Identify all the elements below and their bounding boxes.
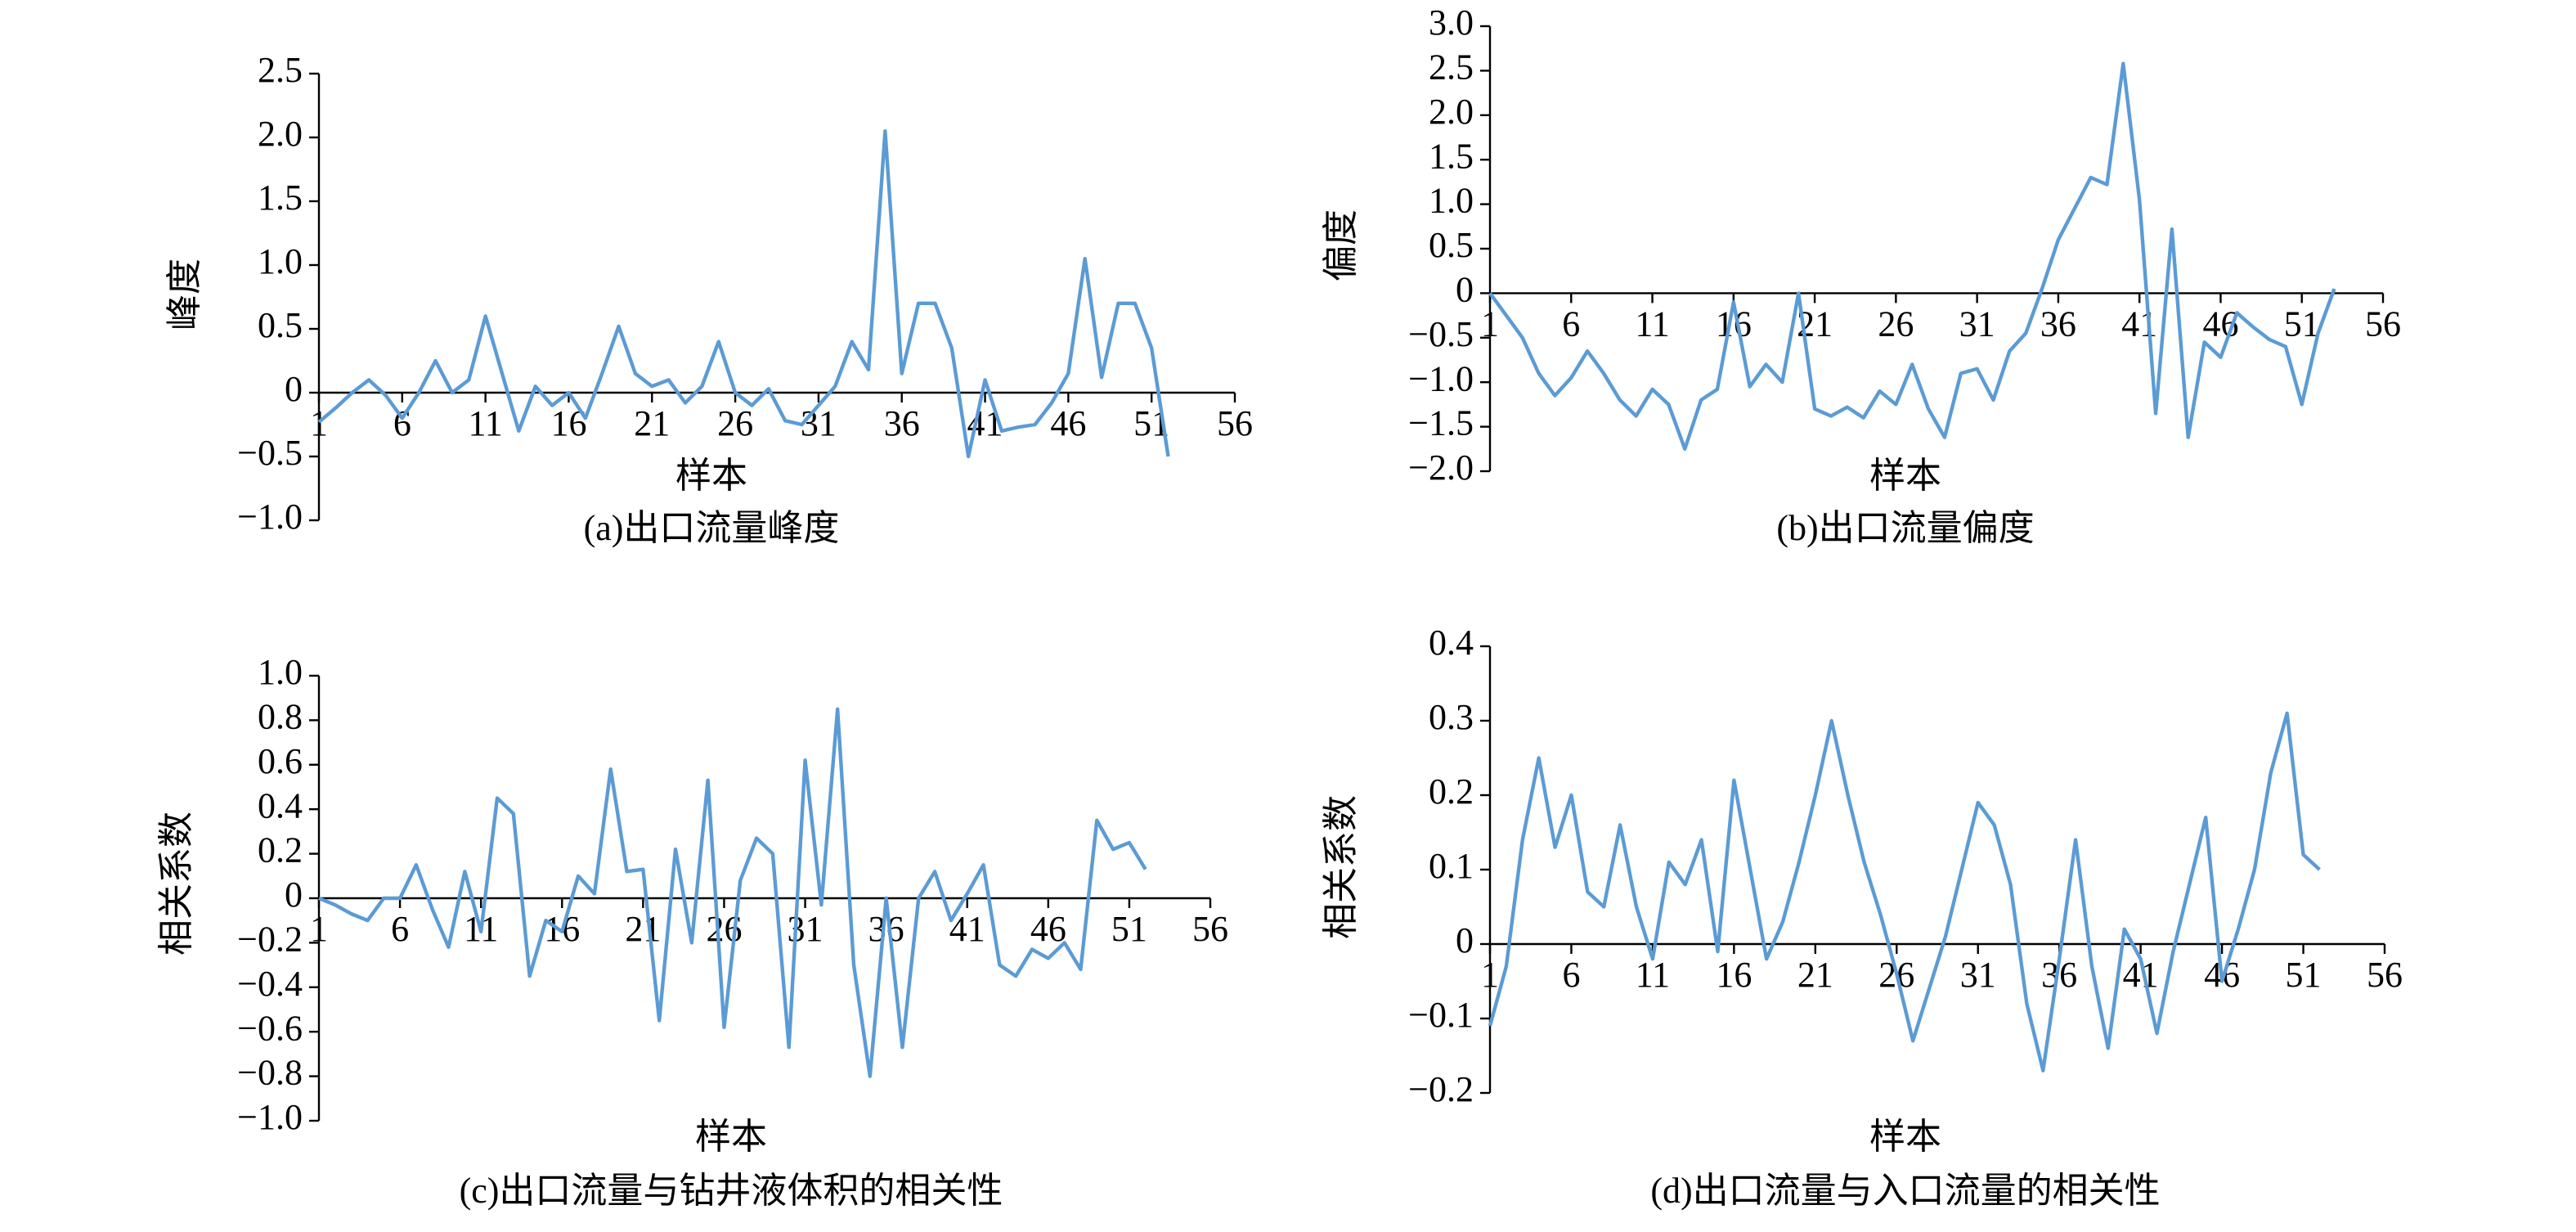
y-tick-label: 3.0 xyxy=(1429,2,1474,43)
panel-caption: (c)出口流量与钻井液体积的相关性 xyxy=(460,1171,1003,1211)
x-tick-label: 46 xyxy=(1030,909,1066,949)
x-tick-label: 36 xyxy=(884,403,920,443)
y-tick-label: 0.5 xyxy=(258,305,303,345)
x-tick-label: 56 xyxy=(1192,909,1228,949)
y-axis-label: 相关系数 xyxy=(1321,795,1361,939)
x-tick-label: 46 xyxy=(1050,403,1086,443)
x-tick-label: 11 xyxy=(1636,955,1670,995)
y-tick-label: 0 xyxy=(1456,269,1474,309)
x-tick-label: 51 xyxy=(2284,304,2320,344)
y-tick-label: 0.6 xyxy=(258,741,303,781)
x-tick-label: 11 xyxy=(468,403,502,443)
x-tick-label: 21 xyxy=(625,909,661,949)
x-tick-label: 11 xyxy=(1635,304,1669,344)
panel-caption: (d)出口流量与入口流量的相关性 xyxy=(1650,1171,2160,1211)
y-tick-label: 0 xyxy=(285,369,303,409)
x-tick-label: 21 xyxy=(1797,955,1833,995)
x-axis-label: 样本 xyxy=(695,1117,767,1157)
x-tick-label: 26 xyxy=(1878,304,1914,344)
y-tick-label: 0.1 xyxy=(1429,846,1474,886)
x-tick-label: 1 xyxy=(1481,955,1499,995)
x-tick-label: 56 xyxy=(2367,955,2403,995)
y-tick-label: 1.0 xyxy=(1429,181,1474,221)
x-tick-label: 6 xyxy=(1562,955,1580,995)
y-tick-label: 0.3 xyxy=(1429,697,1474,737)
y-tick-label: −0.2 xyxy=(1408,1069,1474,1109)
x-tick-label: 31 xyxy=(788,909,824,949)
x-axis-label: 样本 xyxy=(675,456,747,496)
x-tick-label: 31 xyxy=(1959,304,1995,344)
y-tick-label: 0.2 xyxy=(1429,771,1474,812)
x-tick-label: 56 xyxy=(2365,304,2401,344)
x-tick-label: 6 xyxy=(1562,304,1580,344)
x-tick-label: 31 xyxy=(1960,955,1996,995)
y-tick-label: −0.5 xyxy=(1408,314,1474,354)
y-tick-label: 1.0 xyxy=(258,241,303,281)
x-tick-label: 1 xyxy=(310,909,328,949)
x-tick-label: 1 xyxy=(310,403,328,443)
y-tick-label: 0.4 xyxy=(258,785,303,825)
y-tick-label: −0.1 xyxy=(1408,995,1474,1035)
y-tick-label: 0.4 xyxy=(1429,623,1474,663)
y-tick-label: −2.0 xyxy=(1408,447,1474,488)
y-tick-label: 2.0 xyxy=(258,114,303,154)
y-tick-label: 2.0 xyxy=(1429,92,1474,132)
x-tick-label: 31 xyxy=(801,403,837,443)
x-tick-label: 51 xyxy=(2286,955,2322,995)
x-tick-label: 56 xyxy=(1217,403,1253,443)
data-line xyxy=(1488,61,2336,451)
data-line xyxy=(1488,711,2321,1072)
x-tick-label: 1 xyxy=(1481,304,1499,344)
y-tick-label: 1.0 xyxy=(258,652,303,692)
x-tick-label: 41 xyxy=(2121,304,2157,344)
y-tick-label: 0 xyxy=(1456,920,1474,960)
y-tick-label: 2.5 xyxy=(1429,47,1474,87)
x-axis-label: 样本 xyxy=(1869,1117,1941,1157)
x-tick-label: 16 xyxy=(1716,955,1752,995)
x-tick-label: 21 xyxy=(634,403,670,443)
y-tick-label: 0 xyxy=(285,875,303,915)
y-axis-label: 偏度 xyxy=(1321,209,1361,281)
y-tick-label: −0.5 xyxy=(237,433,303,473)
panel-caption: (a)出口流量峰度 xyxy=(584,508,840,548)
data-line xyxy=(317,129,1170,459)
y-tick-label: −1.0 xyxy=(1408,358,1474,398)
x-tick-label: 26 xyxy=(717,403,753,443)
y-axis-label: 峰度 xyxy=(164,259,204,330)
y-tick-label: −1.0 xyxy=(237,1097,303,1137)
y-tick-label: −0.6 xyxy=(237,1008,303,1048)
x-axis-label: 样本 xyxy=(1869,456,1941,496)
x-tick-label: 36 xyxy=(2040,304,2076,344)
y-tick-label: 1.5 xyxy=(258,178,303,218)
data-line xyxy=(318,707,1147,1078)
y-tick-label: 1.5 xyxy=(1429,136,1474,176)
y-tick-label: −1.0 xyxy=(237,497,303,537)
panel-caption: (b)出口流量偏度 xyxy=(1776,508,2034,548)
y-tick-label: −1.5 xyxy=(1408,403,1474,443)
x-tick-label: 51 xyxy=(1111,909,1147,949)
x-tick-label: 6 xyxy=(391,909,409,949)
y-tick-label: 0.2 xyxy=(258,830,303,870)
y-tick-label: −0.2 xyxy=(237,919,303,959)
y-tick-label: −0.8 xyxy=(237,1053,303,1093)
y-tick-label: 2.5 xyxy=(258,50,303,90)
y-tick-label: 0.8 xyxy=(258,696,303,736)
y-tick-label: 0.5 xyxy=(1429,225,1474,265)
y-axis-label: 相关系数 xyxy=(156,812,196,955)
y-tick-label: −0.4 xyxy=(237,964,303,1004)
